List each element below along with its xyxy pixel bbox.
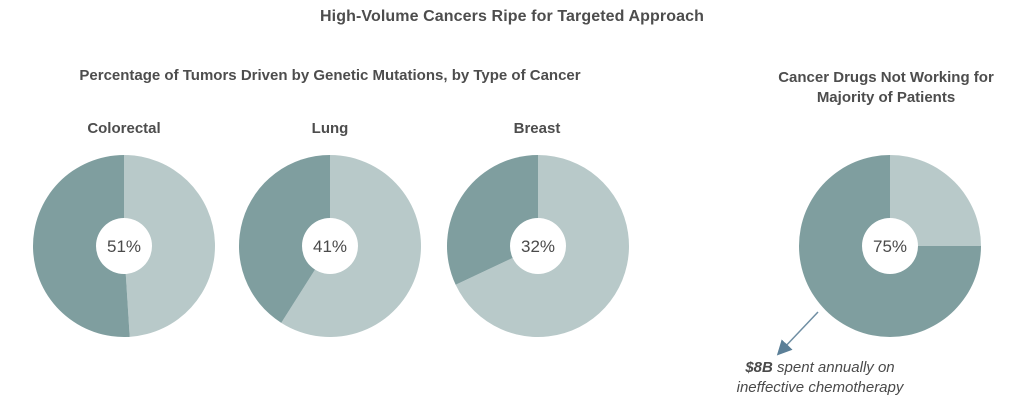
- pie-slice-colorectal-light: [124, 155, 215, 337]
- pie-center-label-colorectal: 51%: [107, 237, 141, 256]
- subtitle-right-line2: Majority of Patients: [816, 89, 956, 106]
- page-title: High-Volume Cancers Ripe for Targeted Ap…: [320, 8, 704, 25]
- annotation-arrow: [776, 311, 819, 356]
- pie-slice-drugs-light: [890, 155, 981, 246]
- pie-title-lung: Lung: [311, 120, 349, 137]
- annotation-amount: $8B: [745, 359, 773, 376]
- pie-slice-colorectal-dark: [32, 155, 130, 338]
- annotation-rest: spent annually on: [772, 359, 895, 376]
- section-subtitle-right: Cancer Drugs Not Working for Majority of…: [748, 68, 1024, 108]
- annotation-line1: $8B spent annually on: [700, 358, 940, 378]
- pie-center-label-drugs: 75%: [873, 237, 907, 256]
- pie-center-lung: [302, 218, 358, 274]
- pie-center-colorectal: [96, 218, 152, 274]
- subtitle-right-line1: Cancer Drugs Not Working for: [778, 69, 994, 86]
- pie-center-label-breast: 32%: [521, 237, 555, 256]
- annotation-text: $8B spent annually on ineffective chemot…: [700, 358, 940, 398]
- pie-title-breast: Breast: [513, 120, 561, 137]
- pie-center-drugs: [862, 218, 918, 274]
- section-subtitle-left: Percentage of Tumors Driven by Genetic M…: [79, 67, 581, 84]
- pie-title-colorectal: Colorectal: [87, 120, 161, 137]
- pie-slice-lung-dark: [239, 155, 330, 323]
- pie-center-breast: [510, 218, 566, 274]
- pie-center-label-lung: 41%: [313, 237, 347, 256]
- annotation-line2: ineffective chemotherapy: [736, 379, 904, 396]
